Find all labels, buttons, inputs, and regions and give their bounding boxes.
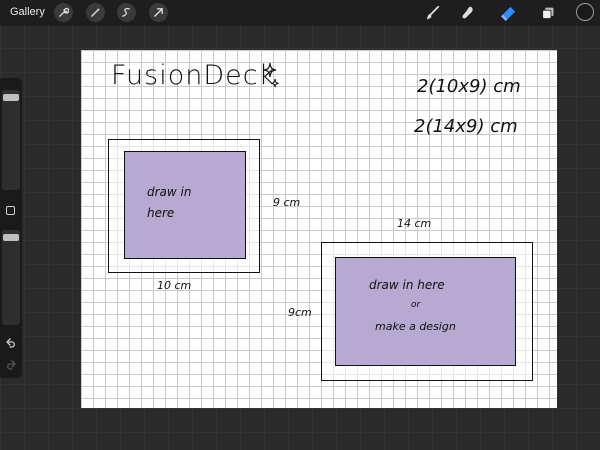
- opacity-thumb[interactable]: [3, 233, 19, 241]
- size-spec-1: 2(10x9) cm: [417, 76, 521, 97]
- left-sidebar: [0, 78, 22, 378]
- draw-area-large-line1: draw in here: [369, 278, 445, 292]
- draw-area-large-line2: or: [411, 300, 421, 310]
- color-icon[interactable]: [576, 3, 594, 21]
- draw-area-large-line3: make a design: [375, 320, 456, 333]
- box2-height-label: 9cm: [288, 306, 312, 319]
- redo-icon[interactable]: [5, 358, 17, 376]
- draw-area-small[interactable]: [124, 151, 246, 259]
- eraser-icon[interactable]: [499, 4, 517, 22]
- magic-wand-icon[interactable]: [86, 3, 105, 22]
- drawing-canvas[interactable]: FusionDeck 2(10x9) cm 2(14x9) cm draw in…: [81, 50, 557, 408]
- smudge-icon[interactable]: [459, 4, 477, 22]
- brush-size-thumb[interactable]: [3, 93, 19, 101]
- size-spec-2: 2(14x9) cm: [414, 116, 518, 137]
- box2-width-label: 14 cm: [397, 217, 432, 230]
- sparkle-icon: [263, 62, 281, 97]
- box1-height-label: 9 cm: [273, 196, 301, 209]
- layers-icon[interactable]: [539, 4, 557, 22]
- wrench-icon[interactable]: [54, 3, 73, 22]
- transform-arrow-icon[interactable]: [149, 3, 168, 22]
- brush-size-slider[interactable]: [2, 90, 20, 190]
- selection-icon[interactable]: [117, 3, 136, 22]
- modify-button[interactable]: [6, 206, 15, 215]
- opacity-slider[interactable]: [2, 230, 20, 325]
- draw-area-small-label: draw in here: [147, 185, 192, 220]
- brush-icon[interactable]: [424, 4, 442, 22]
- draw-area-large[interactable]: [335, 257, 516, 366]
- undo-icon[interactable]: [5, 336, 17, 354]
- top-toolbar: Gallery: [0, 0, 600, 26]
- gallery-button[interactable]: Gallery: [10, 6, 45, 18]
- box1-width-label: 10 cm: [157, 279, 192, 292]
- canvas-title: FusionDeck: [111, 60, 276, 91]
